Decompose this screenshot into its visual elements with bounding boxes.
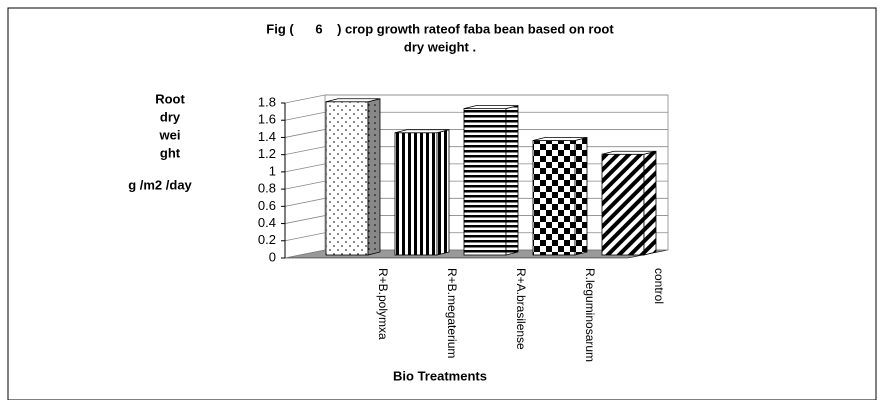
y-tick-label: 1.4 xyxy=(258,129,276,144)
x-axis-label: Bio Treatments xyxy=(393,368,487,383)
y-tick-label: 0.8 xyxy=(258,181,276,196)
chart-title: Fig ( 6 ) crop growth rateof faba bean b… xyxy=(266,21,614,36)
y-axis-unit: g /m2 /day xyxy=(128,177,192,192)
y-tick-label: 0 xyxy=(269,249,276,264)
y-tick-label: 0.2 xyxy=(258,232,276,247)
x-tick-label: R+B.megaterium xyxy=(445,268,459,358)
chart-title: dry weight . xyxy=(404,39,476,54)
bar-top xyxy=(394,129,450,134)
bar-top xyxy=(325,98,381,103)
y-axis-label: ght xyxy=(160,145,181,160)
grid-line xyxy=(284,94,668,104)
bar-top xyxy=(601,150,657,155)
x-tick-label: control xyxy=(652,268,666,304)
bar xyxy=(601,153,645,256)
bar-side xyxy=(367,98,381,256)
y-tick-label: 1.8 xyxy=(258,94,276,109)
x-tick-label: R+B.polymxa xyxy=(376,268,390,340)
bar-top xyxy=(532,137,588,141)
y-tick-label: 1 xyxy=(269,163,276,178)
y-tick-label: 1.2 xyxy=(258,146,276,161)
bar-side xyxy=(574,136,588,256)
y-axis-label: wei xyxy=(159,127,181,142)
bar-side xyxy=(643,150,657,256)
bar xyxy=(463,108,507,256)
bar-side xyxy=(436,129,450,256)
x-tick-label: R+A.brasilense xyxy=(514,268,528,350)
y-axis-label: dry xyxy=(160,109,181,124)
grid-line xyxy=(284,129,668,138)
y-tick-label: 0.4 xyxy=(258,215,276,230)
frame xyxy=(7,7,877,400)
grid-line xyxy=(284,111,668,121)
y-tick-label: 0.6 xyxy=(258,198,276,213)
bar xyxy=(394,132,438,256)
bar-side xyxy=(505,105,519,256)
x-tick-label: R.leguminosarum xyxy=(583,268,597,362)
y-axis-label: Root xyxy=(155,91,185,106)
bar-top xyxy=(463,105,519,110)
y-tick-label: 1.6 xyxy=(258,112,276,127)
bar xyxy=(325,101,369,256)
bar xyxy=(532,140,576,256)
